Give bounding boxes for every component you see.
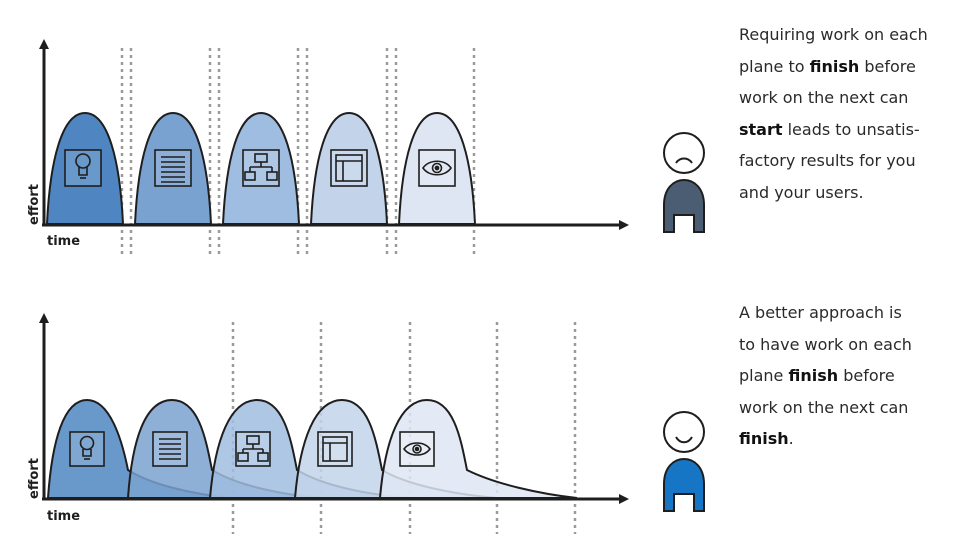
top-desc-line: and your users.: [739, 182, 864, 202]
top-plane-scope: [133, 111, 213, 225]
top-ylabel: effort: [27, 184, 42, 225]
flowchart-icon: [242, 149, 280, 187]
top-plane-structure: [221, 111, 301, 225]
sad-user-body: [663, 178, 705, 233]
eye-icon: [418, 149, 456, 187]
top-plane-humps: [45, 111, 477, 225]
flowchart-icon: [235, 431, 271, 467]
bottom-plane-humps: [46, 398, 578, 499]
top-axes: [39, 39, 629, 230]
top-desc-text: leads to unsatis-: [782, 119, 920, 139]
list-icon: [152, 431, 188, 467]
happy-user-body: [663, 457, 705, 512]
sad-user-figure: [663, 132, 705, 233]
bottom-description: A better approach is to have work on eac…: [739, 297, 959, 455]
top-desc-line: work on the next can: [739, 88, 909, 107]
top-desc-bold-finish: finish: [809, 56, 860, 76]
bottom-desc-line: A better approach is: [739, 303, 902, 322]
bottom-panel: effort time: [27, 313, 705, 534]
lightbulb-icon: [69, 431, 105, 467]
top-desc-line: factory results for you: [739, 151, 916, 170]
bottom-ylabel: effort: [27, 458, 42, 499]
bottom-desc-text: before: [838, 366, 895, 385]
bottom-axes: [39, 313, 629, 504]
bottom-plane-surface: [378, 398, 578, 499]
happy-user-head: [663, 411, 705, 453]
top-desc-text: before: [859, 56, 916, 76]
list-icon: [154, 149, 192, 187]
top-panel: effort time: [27, 39, 705, 256]
happy-user-figure: [663, 411, 705, 512]
top-desc-line: Requiring work on each: [739, 25, 928, 44]
top-plane-skeleton: [309, 111, 389, 225]
bottom-plane-icons: [69, 431, 435, 467]
bottom-xlabel: time: [47, 509, 80, 524]
bottom-desc-text: .: [788, 429, 794, 448]
sad-mouth-icon: [675, 157, 693, 164]
top-desc-bold-start: start: [739, 119, 783, 139]
bottom-desc-line: work on the next can: [739, 397, 909, 417]
bottom-desc-line: finish.: [739, 423, 959, 455]
top-desc-line: plane to finish before: [739, 51, 959, 83]
layout-icon: [317, 431, 353, 467]
bottom-desc-line: plane finish before: [739, 360, 959, 392]
bottom-desc-line: to have work on each: [739, 334, 912, 354]
bottom-desc-text: plane: [739, 366, 789, 385]
top-desc-text: plane to: [739, 56, 810, 76]
top-xlabel: time: [47, 234, 80, 249]
eye-icon: [399, 431, 435, 467]
bottom-desc-bold-finish: finish: [788, 366, 839, 385]
layout-icon: [330, 149, 368, 187]
top-description: Requiring work on each plane to finish b…: [739, 19, 959, 208]
bottom-desc-bold-finish-2: finish: [739, 429, 789, 448]
smile-icon: [675, 436, 693, 444]
top-desc-line: start leads to unsatis-: [739, 114, 959, 146]
sad-user-head: [663, 132, 705, 174]
top-plane-icons: [64, 149, 456, 187]
lightbulb-icon: [64, 149, 102, 187]
